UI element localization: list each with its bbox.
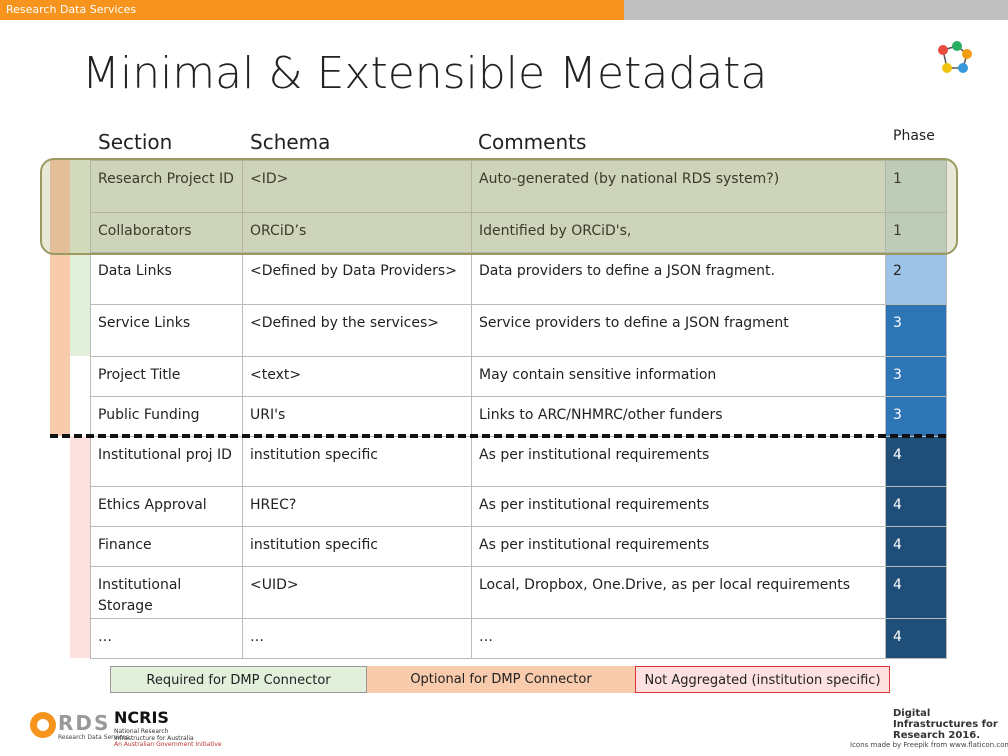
phase-cell: 4 xyxy=(885,618,947,659)
column-header: Comments xyxy=(478,130,587,154)
table-cell: <UID> xyxy=(242,566,472,619)
banner xyxy=(0,0,624,20)
table-cell: … xyxy=(471,618,886,659)
phase-cell: 2 xyxy=(885,252,947,305)
ncris-text: NCRIS xyxy=(114,708,169,727)
table-cell: Ethics Approval xyxy=(90,486,243,527)
table-cell: <Defined by Data Providers> xyxy=(242,252,472,305)
conf-text: Digital Infrastructures for Research 201… xyxy=(893,708,998,741)
table-cell: Data providers to define a JSON fragment… xyxy=(471,252,886,305)
table-cell: <text> xyxy=(242,356,472,397)
table-cell: As per institutional requirements xyxy=(471,526,886,567)
table-cell: Service Links xyxy=(90,304,243,357)
table-cell: Institutional proj ID xyxy=(90,436,243,487)
table-cell: … xyxy=(242,618,472,659)
table-cell: May contain sensitive information xyxy=(471,356,886,397)
table-cell: … xyxy=(90,618,243,659)
table-cell: URI's xyxy=(242,396,472,437)
ncris-sub2: An Australian Government Initiative xyxy=(114,741,222,748)
ncris-sub: National Research Infrastructure for Aus… xyxy=(114,728,194,742)
rds-sub: Research Data Services xyxy=(58,734,129,741)
legend-not-aggregated: Not Aggregated (institution specific) xyxy=(635,666,890,693)
banner-gray xyxy=(624,0,1008,20)
rds-logo xyxy=(30,712,56,738)
table-cell: Identified by ORCiD's, xyxy=(471,212,886,253)
banner-text: Research Data Services xyxy=(6,3,137,16)
table-cell: Service providers to define a JSON fragm… xyxy=(471,304,886,357)
table-cell: ORCiD’s xyxy=(242,212,472,253)
table-cell: institution specific xyxy=(242,436,472,487)
table-cell: <Defined by the services> xyxy=(242,304,472,357)
phase-cell: 1 xyxy=(885,212,947,253)
stripe-not-aggregated xyxy=(70,436,90,658)
divider xyxy=(50,434,946,438)
phase-cell: 4 xyxy=(885,436,947,487)
phase-cell: 3 xyxy=(885,396,947,437)
table-cell: HREC? xyxy=(242,486,472,527)
table-cell: Project Title xyxy=(90,356,243,397)
table-cell: Institutional Storage xyxy=(90,566,243,619)
title: Minimal & Extensible Metadata xyxy=(82,48,768,99)
table-cell: As per institutional requirements xyxy=(471,486,886,527)
table-cell: institution specific xyxy=(242,526,472,567)
table-cell: Local, Dropbox, One.Drive, as per local … xyxy=(471,566,886,619)
table-cell: Finance xyxy=(90,526,243,567)
stripe-optional xyxy=(50,160,70,436)
legend-required: Required for DMP Connector xyxy=(110,666,367,693)
phase-cell: 1 xyxy=(885,160,947,213)
stripe-required xyxy=(70,160,90,356)
table-cell: Data Links xyxy=(90,252,243,305)
table-cell: Auto-generated (by national RDS system?) xyxy=(471,160,886,213)
rds-text: RDS xyxy=(58,711,111,735)
table-cell: As per institutional requirements xyxy=(471,436,886,487)
column-header: Phase xyxy=(893,128,935,144)
phase-cell: 3 xyxy=(885,304,947,357)
highlight xyxy=(40,158,958,255)
table: Section Schema Comments Phase Research Proje… xyxy=(40,128,958,659)
column-header: Section xyxy=(98,130,173,154)
phase-cell: 4 xyxy=(885,526,947,567)
legend-optional: Optional for DMP Connector xyxy=(367,666,635,693)
column-header: Schema xyxy=(250,130,331,154)
phase-cell: 3 xyxy=(885,356,947,397)
table-cell: Public Funding xyxy=(90,396,243,437)
phase-cell: 4 xyxy=(885,566,947,619)
phase-cell: 4 xyxy=(885,486,947,527)
table-cell: Links to ARC/NHMRC/other funders xyxy=(471,396,886,437)
logo-icon xyxy=(938,41,972,73)
credit: Icons made by Freepik from www.flaticon.… xyxy=(850,741,1008,749)
